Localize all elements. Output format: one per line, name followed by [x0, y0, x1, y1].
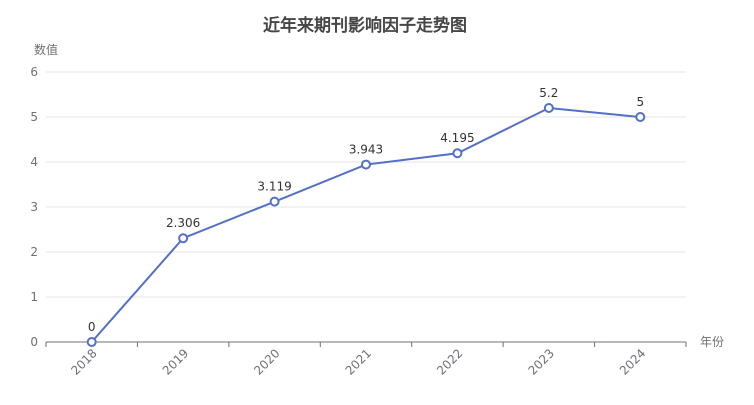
x-tick-label: 2023: [525, 346, 556, 377]
data-label: 3.119: [257, 180, 291, 194]
x-tick-label: 2019: [160, 346, 191, 377]
data-label: 4.195: [440, 131, 474, 145]
data-label: 3.943: [349, 143, 383, 157]
data-labels: 0 2.306 3.119 3.943 4.195 5.2 5: [88, 86, 644, 334]
data-label: 2.306: [166, 216, 200, 230]
data-point[interactable]: [635, 112, 646, 122]
data-point[interactable]: [452, 148, 463, 159]
y-tick-label: 1: [30, 290, 38, 304]
x-tick-label: 2021: [343, 346, 374, 377]
data-point[interactable]: [361, 159, 371, 170]
data-point[interactable]: [86, 337, 97, 347]
y-tick-label: 6: [30, 65, 38, 79]
data-label: 5.2: [539, 86, 558, 100]
data-point[interactable]: [543, 103, 554, 113]
grid-lines: [46, 71, 686, 298]
series-layer: [86, 103, 646, 347]
data-label: 0: [88, 320, 96, 334]
x-tick-label: 2018: [68, 346, 99, 377]
y-tick-label: 4: [30, 155, 38, 169]
chart-title: 近年来期刊影响因子走势图: [263, 15, 467, 36]
y-tick-label: 0: [30, 335, 38, 349]
x-axis-label: 年份: [700, 335, 724, 349]
y-tick-labels: 0 1 2 3 4 5 6: [30, 65, 38, 349]
x-tick-label: 2022: [434, 346, 465, 377]
x-tick-labels: 2018 2019 2020 2021 2022 2023 2024: [68, 346, 648, 377]
x-tick-label: 2024: [617, 346, 648, 377]
x-tick-label: 2020: [251, 346, 282, 377]
y-axis-label: 数值: [34, 42, 58, 57]
data-point[interactable]: [269, 196, 280, 207]
y-tick-label: 3: [30, 200, 38, 214]
data-label: 5: [636, 95, 644, 109]
x-axis: [45, 341, 687, 347]
data-point[interactable]: [178, 233, 189, 244]
y-tick-label: 2: [30, 245, 38, 259]
y-tick-label: 5: [30, 110, 38, 124]
